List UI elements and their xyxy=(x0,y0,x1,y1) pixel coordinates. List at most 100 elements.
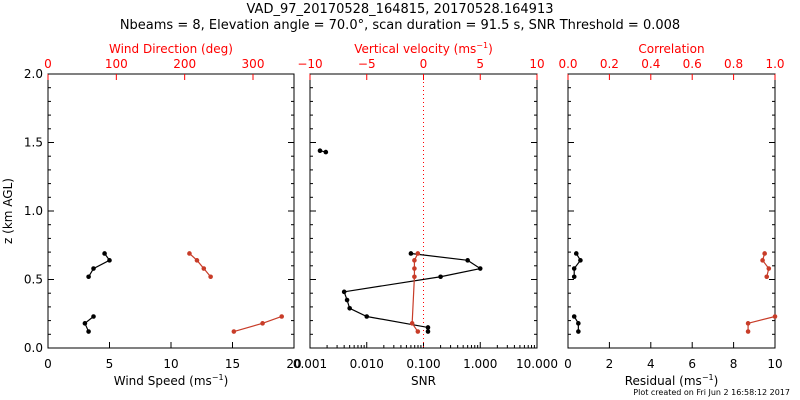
data-point xyxy=(102,251,107,256)
data-point xyxy=(764,274,770,280)
top-axis-label-3: Correlation xyxy=(638,42,704,56)
y-tick-label: 1.5 xyxy=(24,136,43,150)
bottom-tick-label: 10.000 xyxy=(516,357,558,371)
panel-frame-3 xyxy=(567,73,776,349)
top-tick-label: 0 xyxy=(420,57,428,71)
top-tick-label: 0.4 xyxy=(641,57,660,71)
data-point xyxy=(576,329,581,334)
bottom-tick-label: 1.000 xyxy=(463,357,497,371)
top-tick-label: −10 xyxy=(297,57,322,71)
data-point xyxy=(409,321,415,326)
top-tick-label: 300 xyxy=(242,57,265,71)
data-point xyxy=(573,251,579,256)
chart-title-line2: Nbeams = 8, Elevation angle = 70.0°, sca… xyxy=(119,18,681,33)
data-point xyxy=(762,251,767,256)
data-point xyxy=(82,321,88,326)
bottom-tick-label: 0.001 xyxy=(293,357,327,371)
bottom-tick-label: 0 xyxy=(44,357,52,371)
data-point xyxy=(364,314,370,319)
data-point xyxy=(465,258,470,263)
data-point xyxy=(341,289,347,295)
plot-created-note: Plot created on Fri Jun 2 16:58:12 2017 xyxy=(633,388,790,397)
top-axis-label-2: Vertical velocity (ms−1) xyxy=(354,41,493,56)
bottom-tick-label: 10 xyxy=(163,357,178,371)
y-tick-label: 0.0 xyxy=(24,341,43,355)
series-line-1-3 xyxy=(233,315,282,333)
data-point xyxy=(408,251,414,256)
series-line-3-4 xyxy=(761,253,770,277)
top-tick-label: 5 xyxy=(476,57,484,71)
bottom-tick-label: 5 xyxy=(106,357,114,371)
data-point xyxy=(187,251,192,256)
bottom-tick-label: 6 xyxy=(688,357,696,371)
bottom-tick-label: 0 xyxy=(564,357,572,371)
top-tick-label: 200 xyxy=(173,57,196,71)
data-point xyxy=(194,258,200,263)
top-tick-label: 0.0 xyxy=(558,57,577,71)
data-point xyxy=(231,329,237,334)
series-line-3-2 xyxy=(573,253,582,277)
y-tick-label: 0.5 xyxy=(24,273,43,287)
data-point xyxy=(477,266,483,271)
data-point xyxy=(107,258,112,263)
top-tick-label: 1.0 xyxy=(765,57,784,71)
bottom-axis-label-1: Wind Speed (ms−1) xyxy=(114,373,229,388)
data-point xyxy=(766,266,772,271)
bottom-tick-label: 0.100 xyxy=(406,357,440,371)
top-tick-label: 0.8 xyxy=(724,57,743,71)
y-tick-label: 2.0 xyxy=(24,67,43,81)
data-point xyxy=(86,329,91,334)
top-tick-label: −5 xyxy=(358,57,376,71)
data-point xyxy=(415,251,421,256)
data-point xyxy=(412,266,417,271)
data-point xyxy=(576,321,581,326)
y-axis-label: z (km AGL) xyxy=(1,178,15,244)
top-tick-label: 100 xyxy=(105,57,128,71)
data-point xyxy=(91,314,96,319)
bottom-tick-label: 4 xyxy=(647,357,655,371)
top-axis-label-1: Wind Direction (deg) xyxy=(109,42,233,56)
data-point xyxy=(571,266,577,271)
bottom-tick-label: 20 xyxy=(286,357,301,371)
bottom-tick-label: 2 xyxy=(606,357,614,371)
bottom-tick-label: 10 xyxy=(767,357,782,371)
data-point xyxy=(760,258,765,263)
data-point xyxy=(415,329,421,334)
data-point xyxy=(344,297,350,303)
series-line-1-2 xyxy=(88,253,111,278)
data-point xyxy=(425,325,431,330)
bottom-tick-label: 15 xyxy=(225,357,240,371)
data-point xyxy=(425,329,431,334)
data-point xyxy=(745,321,751,326)
top-tick-label: 0.2 xyxy=(600,57,619,71)
series-line-1-4 xyxy=(189,253,212,278)
top-tick-label: 0.6 xyxy=(683,57,702,71)
y-tick-label: 1.0 xyxy=(24,204,43,218)
data-point xyxy=(571,274,577,280)
data-point xyxy=(86,274,91,280)
data-point xyxy=(201,266,207,271)
series-line-2-2 xyxy=(343,252,482,332)
data-point xyxy=(571,314,577,319)
data-point xyxy=(208,274,213,280)
chart-title-line1: VAD_97_20170528_164815, 20170528.164913 xyxy=(246,2,554,17)
data-point xyxy=(745,329,751,334)
data-point xyxy=(317,148,323,154)
data-point xyxy=(347,305,352,311)
data-point xyxy=(260,321,265,326)
data-point xyxy=(279,314,285,319)
data-point xyxy=(91,266,96,271)
bottom-tick-label: 0.010 xyxy=(350,357,384,371)
bottom-axis-label-2: SNR xyxy=(411,374,436,388)
series-line-2-3 xyxy=(411,253,419,332)
data-point xyxy=(578,258,583,263)
data-point xyxy=(412,258,417,263)
data-point xyxy=(323,149,329,155)
top-tick-label: 0 xyxy=(44,57,52,71)
panel-frame-1 xyxy=(47,73,295,349)
bottom-tick-label: 8 xyxy=(730,357,738,371)
series-line-3-3 xyxy=(747,315,776,332)
top-tick-label: 10 xyxy=(529,57,544,71)
data-point xyxy=(438,274,443,280)
